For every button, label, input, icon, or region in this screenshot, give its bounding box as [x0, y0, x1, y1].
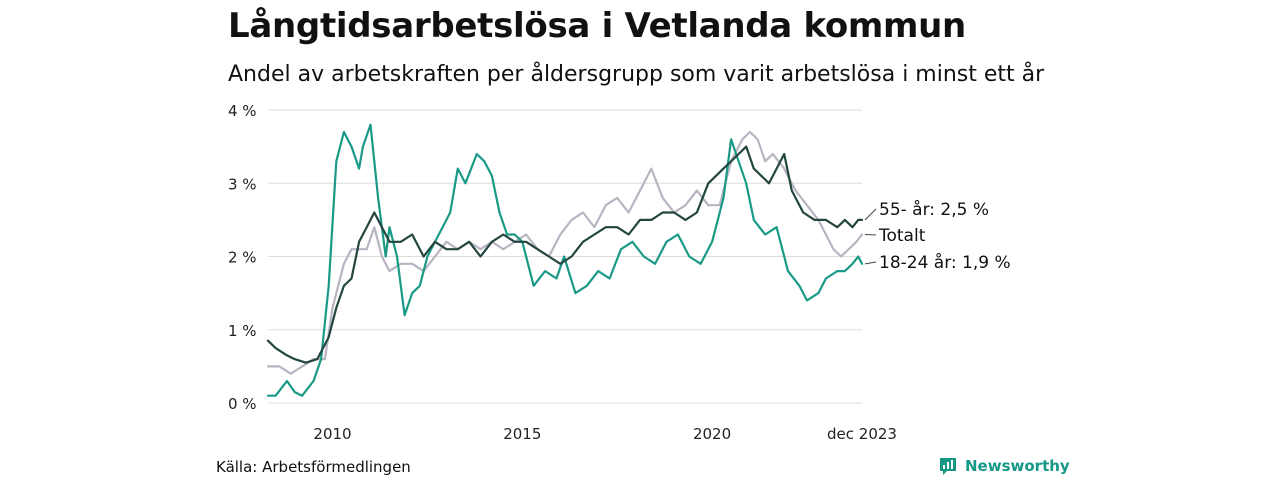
end-label-leader [864, 261, 877, 265]
y-tick-label: 2 % [228, 249, 257, 267]
x-tick-label: dec 2023 [827, 425, 897, 443]
series-end-label: 55- år: 2,5 % [879, 199, 989, 220]
series-line-1 [266, 123, 864, 397]
x-tick-label: 2015 [503, 425, 541, 443]
y-axis-ticks: 0 % 1 % 2 % 3 % 4 % [228, 102, 257, 413]
series-layer [266, 123, 864, 397]
y-tick-label: 0 % [228, 395, 257, 413]
y-tick-label: 3 % [228, 175, 257, 193]
brand-name: Newsworthy [965, 457, 1070, 475]
x-tick-label: 2020 [693, 425, 731, 443]
line-chart: 0 % 1 % 2 % 3 % 4 % 2010 2015 2020 dec 2023 Tot… [228, 102, 1011, 443]
page-title: Långtidsarbetslösa i Vetlanda kommun [228, 6, 966, 46]
x-tick-label: 2010 [313, 425, 351, 443]
y-tick-label: 1 % [228, 322, 257, 340]
series-end-label: Totalt [878, 226, 926, 246]
y-tick-label: 4 % [228, 102, 257, 120]
x-axis-ticks: 2010 2015 2020 dec 2023 [313, 425, 897, 443]
newsworthy-logo-icon [940, 458, 956, 475]
subtitle: Andel av arbetskraften per åldersgrupp s… [228, 62, 1045, 87]
brand-logo[interactable]: Newsworthy [938, 456, 1070, 476]
series-line-0 [266, 130, 864, 375]
end-label-leader [864, 208, 877, 221]
series-end-labels: Totalt 18-24 år: 1,9 % 55- år: 2,5 % [864, 199, 1011, 273]
series-end-label: 18-24 år: 1,9 % [879, 252, 1011, 273]
series-line-2 [266, 145, 864, 364]
source-note: Källa: Arbetsförmedlingen [216, 458, 411, 476]
